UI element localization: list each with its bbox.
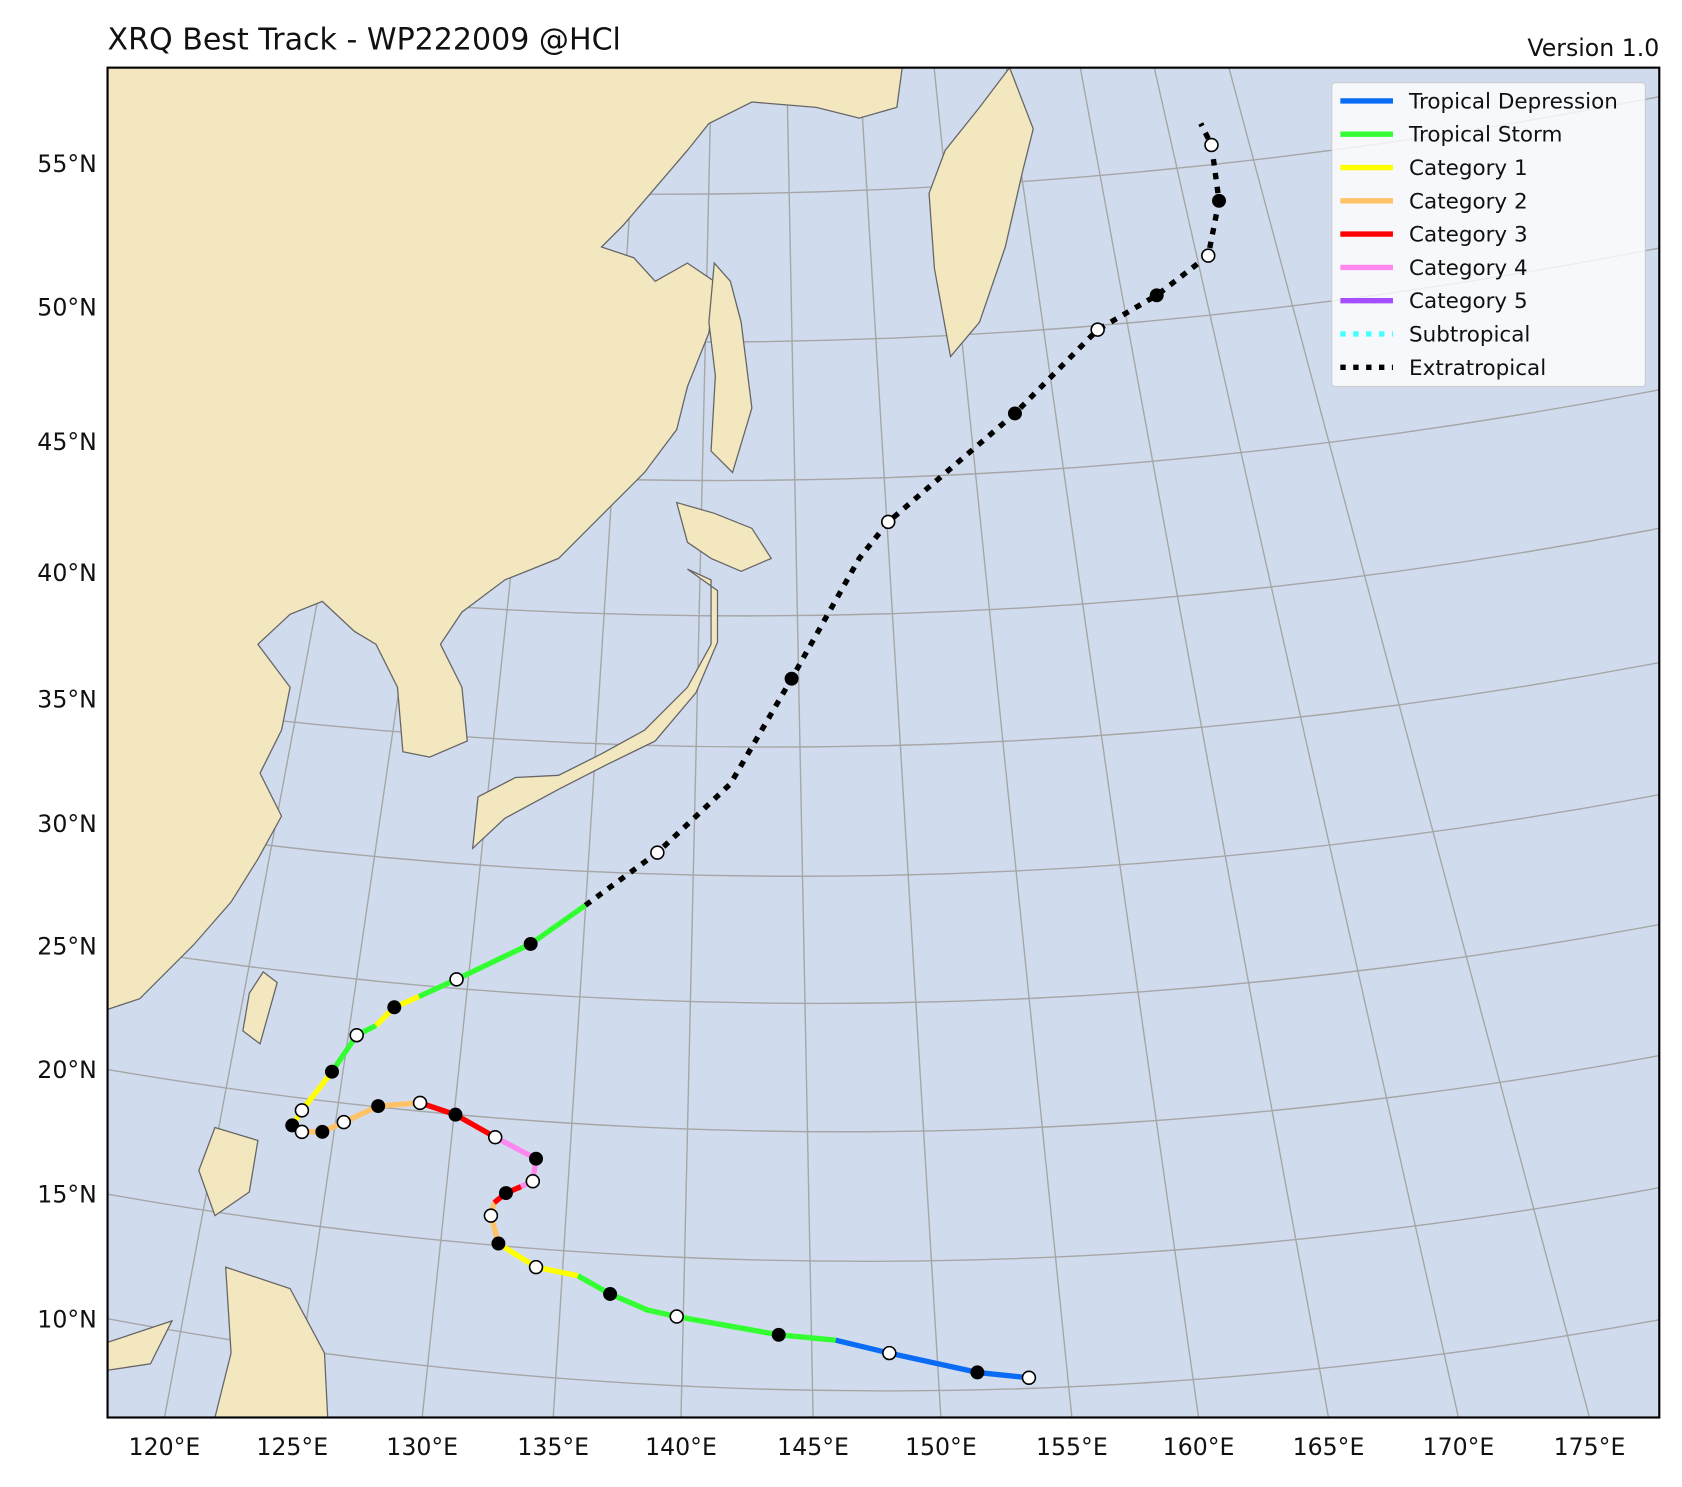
track-point-00z bbox=[1212, 193, 1226, 208]
hokkaido bbox=[675, 501, 773, 572]
kamchatka bbox=[928, 67, 1034, 358]
mindanao bbox=[214, 1266, 329, 1418]
track-point-00z bbox=[387, 1000, 402, 1015]
track-point-12z bbox=[528, 1259, 544, 1275]
honshu bbox=[471, 568, 719, 850]
track-point-00z bbox=[771, 1327, 786, 1342]
lon-label: 125°E bbox=[256, 1433, 328, 1461]
parallel bbox=[107, 1054, 1660, 1133]
legend-label: Tropical Storm bbox=[1408, 123, 1562, 148]
track-point-12z bbox=[294, 1103, 310, 1118]
parallel bbox=[107, 661, 1660, 748]
parallel bbox=[107, 923, 1660, 1005]
parallel bbox=[107, 1187, 1660, 1262]
lat-label: 40°N bbox=[37, 559, 97, 587]
axis-labels: 55°N 50°N 45°N 40°N 35°N 30°N 25°N 20°N 15°N 10°N… bbox=[37, 150, 1625, 1461]
title: XRQ Best Track - WP222009 @HCl bbox=[108, 22, 621, 57]
palawan bbox=[107, 1319, 174, 1371]
track-point-00z bbox=[498, 1186, 513, 1201]
lat-label: 45°N bbox=[37, 428, 97, 456]
sakhalin bbox=[708, 261, 753, 474]
meridian bbox=[1005, 67, 1200, 1418]
lon-label: 130°E bbox=[386, 1433, 458, 1461]
lon-label: 165°E bbox=[1293, 1433, 1365, 1461]
lon-label: 175°E bbox=[1554, 1433, 1626, 1461]
track-point-00z bbox=[603, 1287, 618, 1301]
lat-label: 30°N bbox=[37, 810, 97, 838]
track-point-00z bbox=[1007, 406, 1022, 421]
track-point-12z bbox=[1201, 248, 1216, 263]
meridian bbox=[1153, 67, 1460, 1418]
parallel bbox=[107, 1318, 1660, 1392]
legend-label: Extratropical bbox=[1409, 356, 1546, 381]
track-point-12z bbox=[412, 1095, 428, 1111]
track-segment bbox=[835, 1337, 1030, 1381]
track-point-12z bbox=[449, 972, 464, 987]
lon-label: 170°E bbox=[1423, 1433, 1495, 1461]
lat-label: 25°N bbox=[37, 933, 97, 961]
track-point-00z bbox=[784, 671, 799, 686]
track-point-12z bbox=[650, 845, 665, 860]
track-point-12z bbox=[525, 1173, 541, 1189]
meridian bbox=[858, 67, 942, 1418]
mainland bbox=[107, 67, 903, 1011]
track-point-12z bbox=[669, 1309, 684, 1324]
meridian bbox=[786, 67, 814, 1418]
track-point-00z bbox=[491, 1236, 506, 1251]
version: Version 1.0 bbox=[1527, 34, 1659, 62]
lat-label: 35°N bbox=[37, 686, 97, 714]
track-point-00z bbox=[529, 1151, 544, 1166]
track-point-00z bbox=[970, 1365, 985, 1380]
track-point-12z bbox=[1204, 137, 1219, 153]
legend: Tropical Depression Tropical Storm Categor… bbox=[1340, 89, 1618, 381]
track-point-00z bbox=[523, 936, 538, 951]
lat-label: 55°N bbox=[37, 150, 97, 178]
track-point-00z bbox=[448, 1107, 463, 1122]
track-point-00z bbox=[371, 1099, 386, 1114]
legend-label: Subtropical bbox=[1409, 322, 1530, 347]
track-point-12z bbox=[349, 1027, 364, 1043]
lon-label: 120°E bbox=[129, 1433, 201, 1461]
track-segment bbox=[417, 903, 587, 999]
legend-label: Tropical Depression bbox=[1408, 89, 1618, 114]
lat-label: 10°N bbox=[37, 1305, 97, 1333]
legend-box bbox=[1331, 82, 1646, 388]
track-point-00z bbox=[315, 1124, 330, 1139]
lat-label: 15°N bbox=[37, 1181, 97, 1209]
track-point-12z bbox=[1090, 322, 1105, 337]
lon-label: 140°E bbox=[645, 1433, 717, 1461]
lon-label: 160°E bbox=[1163, 1433, 1235, 1461]
luzon bbox=[198, 1126, 259, 1217]
legend-label: Category 2 bbox=[1409, 189, 1528, 214]
meridian bbox=[1079, 67, 1330, 1418]
track-point-12z bbox=[336, 1114, 352, 1130]
lat-label: 50°N bbox=[37, 294, 97, 322]
legend-label: Category 4 bbox=[1409, 256, 1528, 281]
track-point-12z bbox=[882, 1345, 897, 1361]
map-frame bbox=[106, 66, 1661, 1419]
track-point-12z bbox=[294, 1124, 310, 1140]
lon-label: 135°E bbox=[517, 1433, 589, 1461]
storm-track bbox=[285, 122, 1226, 1386]
lon-label: 145°E bbox=[777, 1433, 849, 1461]
track-point-12z bbox=[483, 1208, 499, 1223]
track-point-00z bbox=[325, 1064, 339, 1079]
legend-label: Category 3 bbox=[1409, 223, 1528, 248]
legend-label: Category 5 bbox=[1409, 289, 1528, 314]
taiwan bbox=[242, 970, 278, 1045]
meridian bbox=[1228, 67, 1591, 1418]
legend-label: Category 1 bbox=[1409, 156, 1528, 181]
track-point-12z bbox=[487, 1129, 503, 1145]
track-point-12z bbox=[1021, 1370, 1037, 1386]
track-point-12z bbox=[881, 514, 896, 530]
lon-label: 155°E bbox=[1036, 1433, 1108, 1461]
lat-label: 20°N bbox=[37, 1056, 97, 1084]
parallel bbox=[107, 793, 1660, 877]
land bbox=[107, 67, 1034, 1418]
track-point-00z bbox=[1149, 288, 1164, 303]
lon-label: 150°E bbox=[905, 1433, 977, 1461]
